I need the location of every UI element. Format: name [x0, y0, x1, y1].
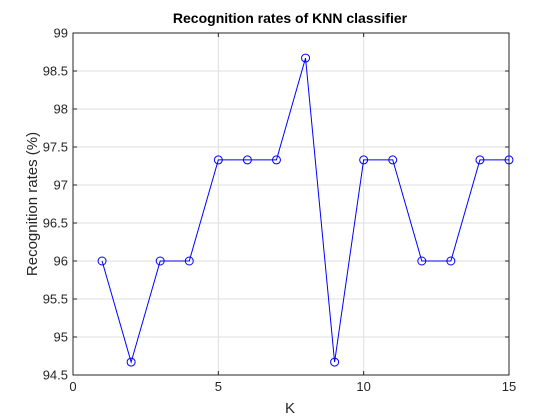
- series: [98, 54, 513, 366]
- y-tick-label: 95: [54, 330, 68, 345]
- x-tick-label: 5: [215, 379, 222, 394]
- y-tick-label: 97.5: [43, 140, 68, 155]
- x-tick-label: 10: [356, 379, 370, 394]
- y-tick-label: 95.5: [43, 292, 68, 307]
- y-axis-label: Recognition rates (%): [24, 132, 41, 276]
- y-tick-label: 98.5: [43, 64, 68, 79]
- y-tick-label: 97: [54, 178, 68, 193]
- y-tick-label: 96.5: [43, 216, 68, 231]
- grid: [73, 33, 509, 375]
- y-tick-label: 94.5: [43, 368, 68, 383]
- axis-ticks: 0 5 10 15 94.5 95 95.5 96 96.5 97 97.5 98 98.5 99: [43, 26, 517, 395]
- chart-title: Recognition rates of KNN classifier: [173, 10, 408, 26]
- x-axis-label: K: [285, 400, 295, 417]
- series-line: [102, 58, 509, 362]
- x-tick-label: 0: [69, 379, 76, 394]
- y-tick-label: 99: [54, 26, 68, 41]
- y-tick-label: 98: [54, 102, 68, 117]
- y-tick-label: 96: [54, 254, 68, 269]
- plot-frame: [73, 33, 509, 375]
- x-tick-label: 15: [502, 379, 516, 394]
